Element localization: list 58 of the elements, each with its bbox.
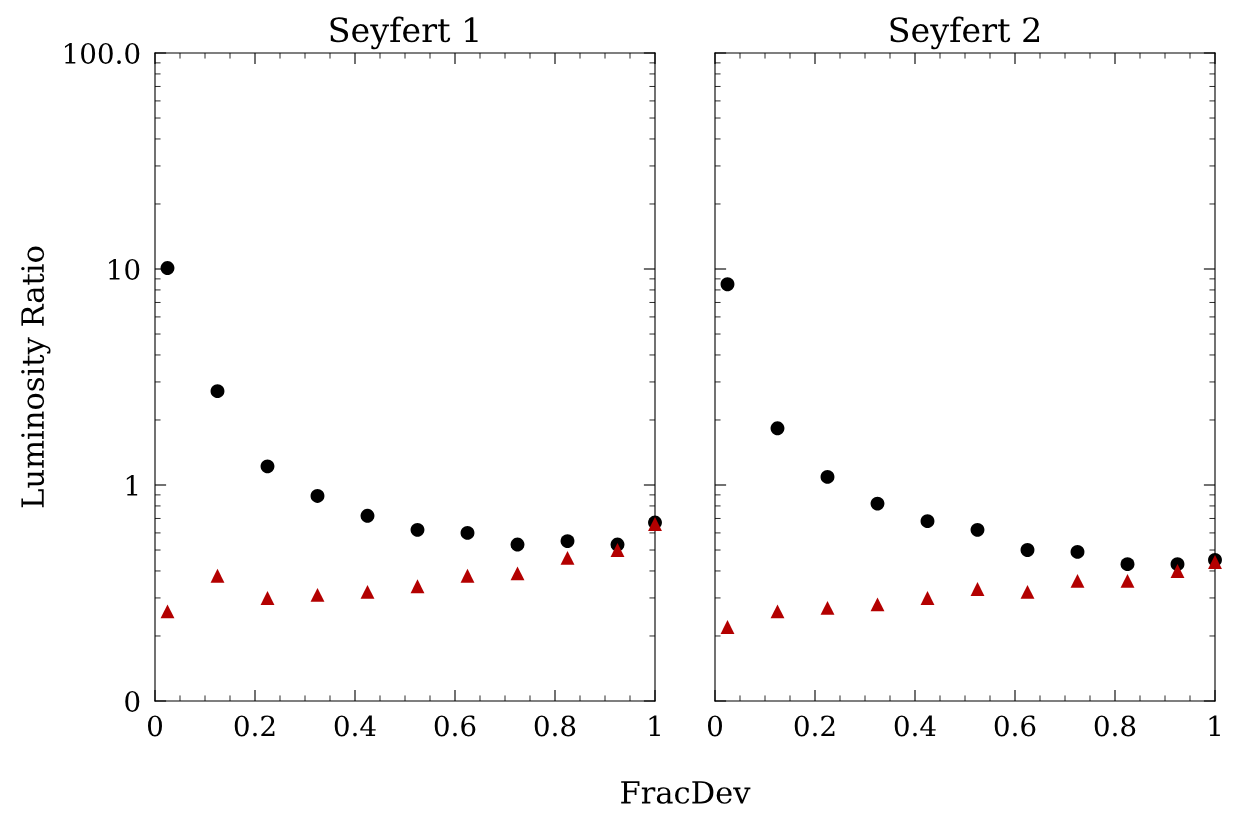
point [360, 508, 375, 523]
x-tick-label: 0.4 [334, 715, 376, 737]
point [260, 591, 275, 605]
y-tick-label: 0 [125, 690, 140, 712]
point [870, 597, 885, 612]
point [820, 469, 835, 484]
point [560, 534, 575, 549]
point [510, 566, 525, 581]
chart-title: Seyfert 1 [330, 16, 478, 50]
point [160, 261, 175, 276]
x-tick-label: 1 [1209, 715, 1220, 736]
x-tick-label: 0.2 [794, 715, 835, 737]
point [820, 600, 835, 615]
point [410, 579, 425, 594]
point [970, 522, 985, 537]
point [1020, 584, 1035, 599]
point [310, 587, 325, 602]
point [260, 459, 275, 474]
x-tick-label: 0 [147, 715, 162, 737]
point [920, 591, 935, 605]
point [1120, 573, 1135, 588]
point [210, 384, 225, 399]
point [510, 537, 525, 552]
point [1070, 544, 1085, 559]
y-tick-label: 100.0 [64, 42, 140, 64]
y-tick-label: 10 [109, 258, 140, 280]
point [720, 620, 735, 634]
x-tick-label: 0.8 [534, 715, 576, 737]
x-tick-label: 0.6 [434, 715, 476, 737]
chart-title: Seyfert 2 [890, 16, 1040, 50]
point [610, 543, 625, 557]
point [460, 568, 475, 583]
x-tick-label: 1 [649, 715, 660, 736]
x-axis-title: FracDev [621, 781, 751, 804]
x-tick-label: 0.2 [234, 715, 275, 737]
x-tick-label: 0.4 [894, 715, 936, 737]
point [920, 514, 935, 529]
y-tick-label: 1 [126, 474, 138, 496]
point [720, 277, 735, 292]
y-axis-title: Luminosity Ratio [21, 246, 51, 508]
point [770, 421, 785, 436]
point [410, 522, 425, 537]
point [770, 604, 785, 619]
point [1120, 557, 1135, 572]
point [1020, 543, 1035, 557]
point [310, 488, 325, 503]
x-tick-label: 0.8 [1094, 715, 1136, 737]
x-tick-label: 0 [707, 715, 722, 737]
point [460, 525, 475, 540]
point [1170, 564, 1185, 578]
point [210, 568, 225, 583]
point [160, 604, 175, 619]
point [870, 496, 885, 511]
point [970, 582, 985, 596]
point [1070, 573, 1085, 588]
point [360, 584, 375, 599]
x-tick-label: 0.6 [994, 715, 1036, 737]
point [560, 550, 575, 565]
